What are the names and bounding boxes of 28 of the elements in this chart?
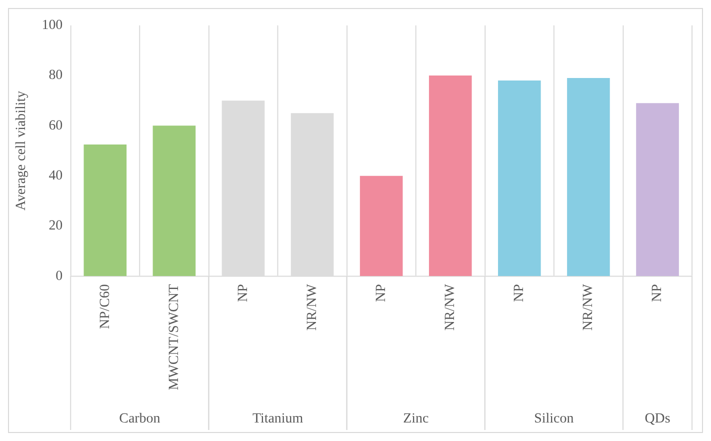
y-tick-label: 80: [48, 68, 63, 84]
x-tick-label: NR/NW: [304, 283, 320, 331]
text: QDs: [644, 412, 670, 427]
y-tick-label: 20: [48, 218, 63, 234]
x-tick-label: MWCNT/SWCNT: [166, 284, 182, 390]
bar: [498, 80, 541, 276]
bar: [360, 176, 403, 276]
text: Titanium: [252, 412, 304, 427]
text: Zinc: [403, 412, 429, 427]
bar: [152, 126, 196, 276]
text: Silicon: [534, 412, 574, 427]
y-tick-label: 100: [42, 18, 63, 33]
x-tick-label: NP: [650, 284, 666, 302]
y-tick-label: 40: [48, 168, 63, 184]
x-tick-label: NP: [374, 284, 389, 302]
y-tick-label: 0: [56, 268, 63, 284]
bar: [636, 103, 679, 276]
x-tick-label: NP: [236, 284, 251, 302]
x-tick-label: NP/C60: [98, 284, 113, 330]
text: Carbon: [119, 412, 160, 427]
bar: [428, 75, 472, 276]
x-tick-label: NR/NW: [581, 283, 596, 331]
bar: [84, 144, 127, 276]
x-tick-label: NR/NW: [443, 283, 458, 331]
y-axis-title: Average cell viability: [14, 90, 30, 211]
y-tick-label: 60: [48, 118, 63, 134]
x-tick-label: NP: [512, 284, 528, 302]
bar: [567, 78, 610, 276]
